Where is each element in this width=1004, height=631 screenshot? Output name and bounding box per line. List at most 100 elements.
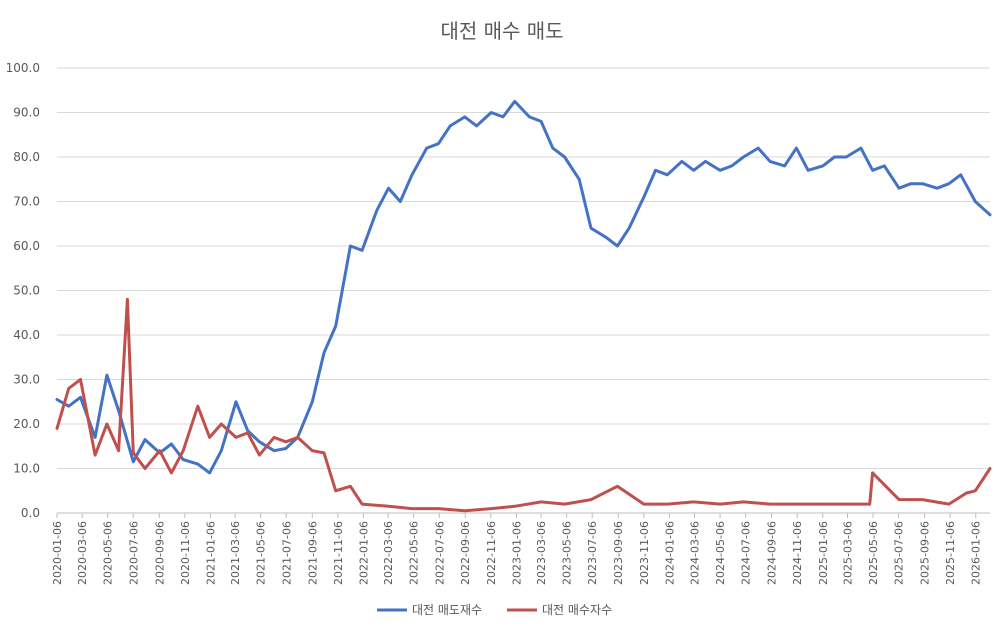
data-point xyxy=(666,502,669,506)
data-point xyxy=(988,213,992,217)
data-point xyxy=(311,400,314,403)
data-point xyxy=(272,436,276,439)
x-tick-label: 2025-01-06 xyxy=(817,521,830,585)
data-point xyxy=(296,436,299,439)
data-point xyxy=(105,373,109,377)
x-tick-label: 2025-05-06 xyxy=(867,521,880,585)
data-point xyxy=(642,195,645,199)
x-tick-label: 2022-01-06 xyxy=(357,521,370,585)
data-point xyxy=(616,485,619,488)
y-axis-ticks: 0.0 10.0 20.0 30.0 40.0 50.0 60.0 70.0 80.0 90.0 1… xyxy=(6,61,40,520)
data-point xyxy=(692,169,695,172)
data-point xyxy=(208,471,211,475)
data-point xyxy=(437,142,440,145)
y-tick-label: 50.0 xyxy=(13,284,40,298)
data-point xyxy=(234,400,238,403)
data-point xyxy=(360,502,364,506)
data-point xyxy=(947,182,951,185)
data-point xyxy=(258,453,261,457)
data-point xyxy=(375,209,379,212)
x-tick-label: 2023-07-06 xyxy=(586,521,599,585)
x-tick-label: 2022-07-06 xyxy=(433,521,446,585)
data-point xyxy=(387,505,390,508)
data-point xyxy=(501,115,505,119)
data-point xyxy=(158,449,161,452)
data-point xyxy=(425,146,428,150)
x-tick-label: 2020-11-06 xyxy=(179,521,192,585)
data-point xyxy=(616,244,619,248)
data-point xyxy=(627,227,631,230)
data-point xyxy=(410,173,414,176)
data-point xyxy=(475,124,478,128)
data-point xyxy=(921,182,924,185)
y-tick-label: 100.0 xyxy=(6,61,40,75)
series-points-2 xyxy=(55,298,992,512)
data-point xyxy=(387,186,390,190)
data-point xyxy=(117,409,120,412)
series-points-1 xyxy=(55,100,992,475)
y-tick-label: 60.0 xyxy=(13,239,40,253)
data-point xyxy=(718,502,722,506)
data-point xyxy=(399,200,402,203)
data-point xyxy=(322,351,326,354)
x-tick-label: 2024-05-06 xyxy=(714,521,727,585)
x-tick-label: 2023-03-06 xyxy=(535,521,548,585)
data-point xyxy=(589,227,593,230)
data-point xyxy=(768,502,772,506)
data-point xyxy=(67,387,70,390)
y-tick-label: 90.0 xyxy=(13,106,40,120)
x-tick-label: 2020-05-06 xyxy=(102,521,115,585)
data-point xyxy=(742,155,745,159)
y-tick-label: 10.0 xyxy=(13,462,40,476)
data-point xyxy=(539,120,543,123)
data-point xyxy=(67,405,70,408)
data-point xyxy=(783,164,786,168)
x-tick-label: 2020-07-06 xyxy=(127,521,140,585)
data-point xyxy=(79,378,82,381)
x-tick-label: 2024-11-06 xyxy=(791,521,804,585)
legend-label-2: 대전 매수자수 xyxy=(542,603,612,617)
data-point xyxy=(311,449,314,452)
data-point xyxy=(220,449,223,452)
data-point xyxy=(55,427,59,430)
x-tick-label: 2021-07-06 xyxy=(280,521,293,585)
x-axis-ticks: 2020-01-06 2020-03-06 2020-05-06 2020-07-06… xyxy=(51,513,983,585)
y-tick-label: 70.0 xyxy=(13,195,40,209)
data-point xyxy=(220,422,223,426)
data-point xyxy=(883,164,886,168)
data-point xyxy=(181,449,185,452)
data-point xyxy=(589,498,593,501)
legend: 대전 매도재수 대전 매수자수 xyxy=(377,603,612,617)
x-tick-label: 2023-01-06 xyxy=(510,521,523,585)
data-point xyxy=(528,115,531,119)
data-point xyxy=(959,173,962,176)
data-point xyxy=(539,500,543,504)
data-point xyxy=(490,111,493,114)
data-point xyxy=(871,169,874,172)
x-tick-label: 2021-05-06 xyxy=(255,521,268,585)
data-point xyxy=(448,124,452,128)
x-tick-label: 2022-11-06 xyxy=(485,521,498,585)
y-tick-label: 80.0 xyxy=(13,150,40,164)
data-point xyxy=(93,436,97,439)
data-point xyxy=(692,500,695,504)
data-point xyxy=(768,160,772,163)
series-line-2 xyxy=(55,297,992,513)
data-point xyxy=(666,173,669,176)
data-point xyxy=(334,489,337,492)
y-tick-label: 40.0 xyxy=(13,328,40,342)
data-point xyxy=(284,447,288,450)
x-tick-label: 2021-03-06 xyxy=(229,521,242,585)
data-point xyxy=(196,462,200,466)
data-point xyxy=(757,146,760,150)
data-point xyxy=(322,451,326,455)
data-point xyxy=(604,235,607,239)
data-point xyxy=(246,431,249,435)
data-point xyxy=(463,509,467,512)
data-point xyxy=(921,498,924,501)
data-point xyxy=(132,451,135,455)
data-point xyxy=(806,169,810,172)
y-tick-label: 30.0 xyxy=(13,373,40,387)
